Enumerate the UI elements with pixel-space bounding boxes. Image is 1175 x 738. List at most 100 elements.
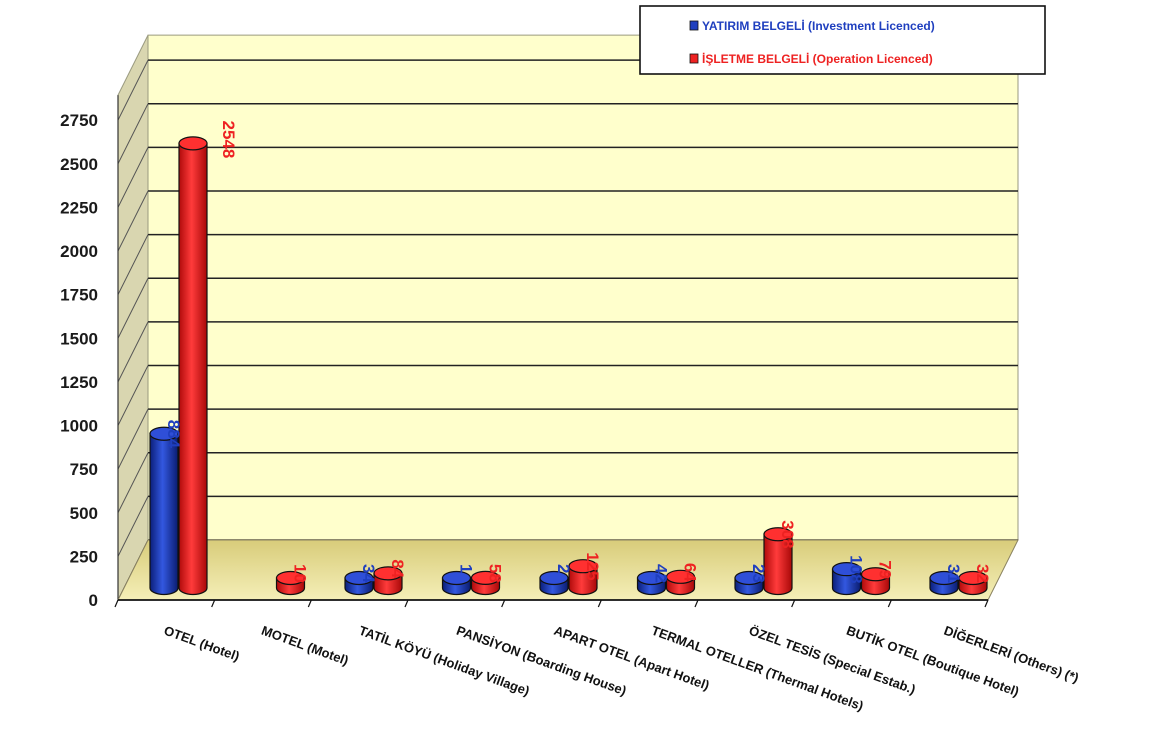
x-tick (597, 599, 602, 608)
gridline-depth (117, 365, 149, 426)
data-label: 31 (944, 564, 963, 583)
bar-top (860, 567, 891, 582)
bar-top (441, 570, 472, 586)
bar-operation (373, 566, 403, 596)
bar-operation (470, 570, 501, 596)
x-tick (887, 599, 892, 608)
legend-entry: YATIRIM BELGELİ (Investment Licenced) (702, 18, 935, 33)
y-tick-label: 1000 (60, 417, 98, 436)
legend-swatch (689, 20, 699, 31)
x-category-label: OTEL (Hotel) (162, 623, 242, 664)
x-tick (791, 599, 796, 608)
x-category-label: TATİL KÖYÜ (Holiday Village) (357, 623, 532, 699)
bar-operation (860, 567, 891, 596)
bar-top (958, 570, 988, 586)
bar-body (763, 533, 793, 596)
side-wall (117, 34, 149, 601)
data-label: 125 (583, 552, 602, 580)
plot-walls (117, 34, 1019, 601)
bar-top (149, 426, 179, 441)
legend-swatch (689, 53, 699, 64)
bar-top (763, 527, 793, 542)
bar-investment (831, 562, 862, 596)
legend-box (639, 5, 1046, 75)
back-wall (147, 34, 1019, 541)
bar-operation (665, 569, 696, 596)
data-label: 34 (359, 564, 378, 583)
data-label: 79 (876, 560, 895, 579)
x-category-label: PANSİYON (Boarding House) (454, 623, 628, 699)
gridline-depth (117, 59, 149, 121)
bar-top (344, 570, 374, 586)
bar-top (665, 569, 696, 584)
y-tick-label: 500 (70, 504, 98, 523)
x-axis: OTEL (Hotel) MOTEL (Motel) TATİL KÖYÜ (Hol… (114, 599, 1081, 714)
bars (149, 136, 988, 596)
bar-top (734, 570, 764, 586)
data-label: 2548 (219, 121, 238, 159)
bar-investment (539, 570, 569, 596)
x-tick (694, 599, 699, 608)
y-tick-label: 0 (89, 591, 98, 610)
bar-top (275, 570, 306, 586)
legend-entry: İŞLETME BELGELİ (Operation Licenced) (702, 51, 933, 66)
data-labels: 884 2548 10 34 84 1 58 2 125 42 64 23 308 108 79 31 32 (164, 121, 992, 584)
gridline-depth (117, 103, 149, 164)
y-tick-label: 250 (70, 547, 98, 566)
x-category-label: MOTEL (Motel) (259, 623, 350, 668)
bar-operation (763, 527, 793, 596)
x-category-label: ÖZEL TESİS (Special Estab.) (747, 623, 918, 697)
data-label: 1 (457, 564, 476, 573)
x-tick (307, 599, 312, 608)
data-label: 308 (778, 520, 797, 548)
bar-investment (734, 570, 764, 596)
gridline-depth (117, 408, 149, 470)
x-tick (211, 599, 216, 608)
bar-top (373, 566, 403, 581)
x-tick (114, 599, 119, 608)
bar-investment (441, 570, 472, 596)
bar-body (149, 433, 179, 596)
y-tick-label: 1250 (60, 373, 98, 392)
data-label: 884 (164, 420, 183, 449)
gridline-depth (117, 147, 149, 208)
y-tick-label: 750 (70, 460, 98, 479)
bar-top (178, 136, 208, 151)
x-category-label: BUTİK OTEL (Boutique Hotel) (844, 623, 1021, 700)
x-tick (984, 599, 989, 608)
bar-body (831, 568, 862, 596)
gridline-depth (117, 452, 149, 513)
y-tick-label: 1500 (60, 329, 98, 348)
bar-body (568, 565, 598, 596)
data-label: 32 (973, 564, 992, 583)
y-tick-label: 2750 (60, 111, 98, 130)
y-tick-label: 1750 (60, 286, 98, 305)
gridline-depth (117, 190, 149, 252)
bar-investment (149, 426, 179, 596)
data-label: 58 (486, 564, 505, 583)
data-label: 10 (291, 564, 310, 583)
bar-body (178, 142, 208, 596)
data-label: 42 (652, 564, 671, 583)
bar-investment (929, 570, 959, 596)
legend: YATIRIM BELGELİ (Investment Licenced) İŞL… (639, 5, 1046, 75)
data-label: 64 (681, 563, 700, 582)
bar-top (831, 562, 862, 577)
bar-operation (178, 136, 208, 596)
data-label: 84 (388, 559, 407, 578)
bar-top (470, 570, 501, 585)
bar-investment (344, 570, 374, 596)
x-tick (501, 599, 506, 608)
gridline-depth (117, 496, 149, 557)
y-tick-label: 2250 (60, 198, 98, 217)
y-tick-label: 2000 (60, 242, 98, 261)
y-tick-label: 2500 (60, 155, 98, 174)
y-axis: 0 250 500 750 1000 1250 1500 1750 2000 2250 2500 27… (60, 95, 119, 610)
bar-operation (958, 570, 988, 596)
x-tick (404, 599, 409, 608)
data-label: 2 (554, 564, 573, 573)
gridline-depth (117, 278, 149, 339)
gridline-depth (117, 321, 149, 383)
data-label: 108 (847, 555, 866, 583)
